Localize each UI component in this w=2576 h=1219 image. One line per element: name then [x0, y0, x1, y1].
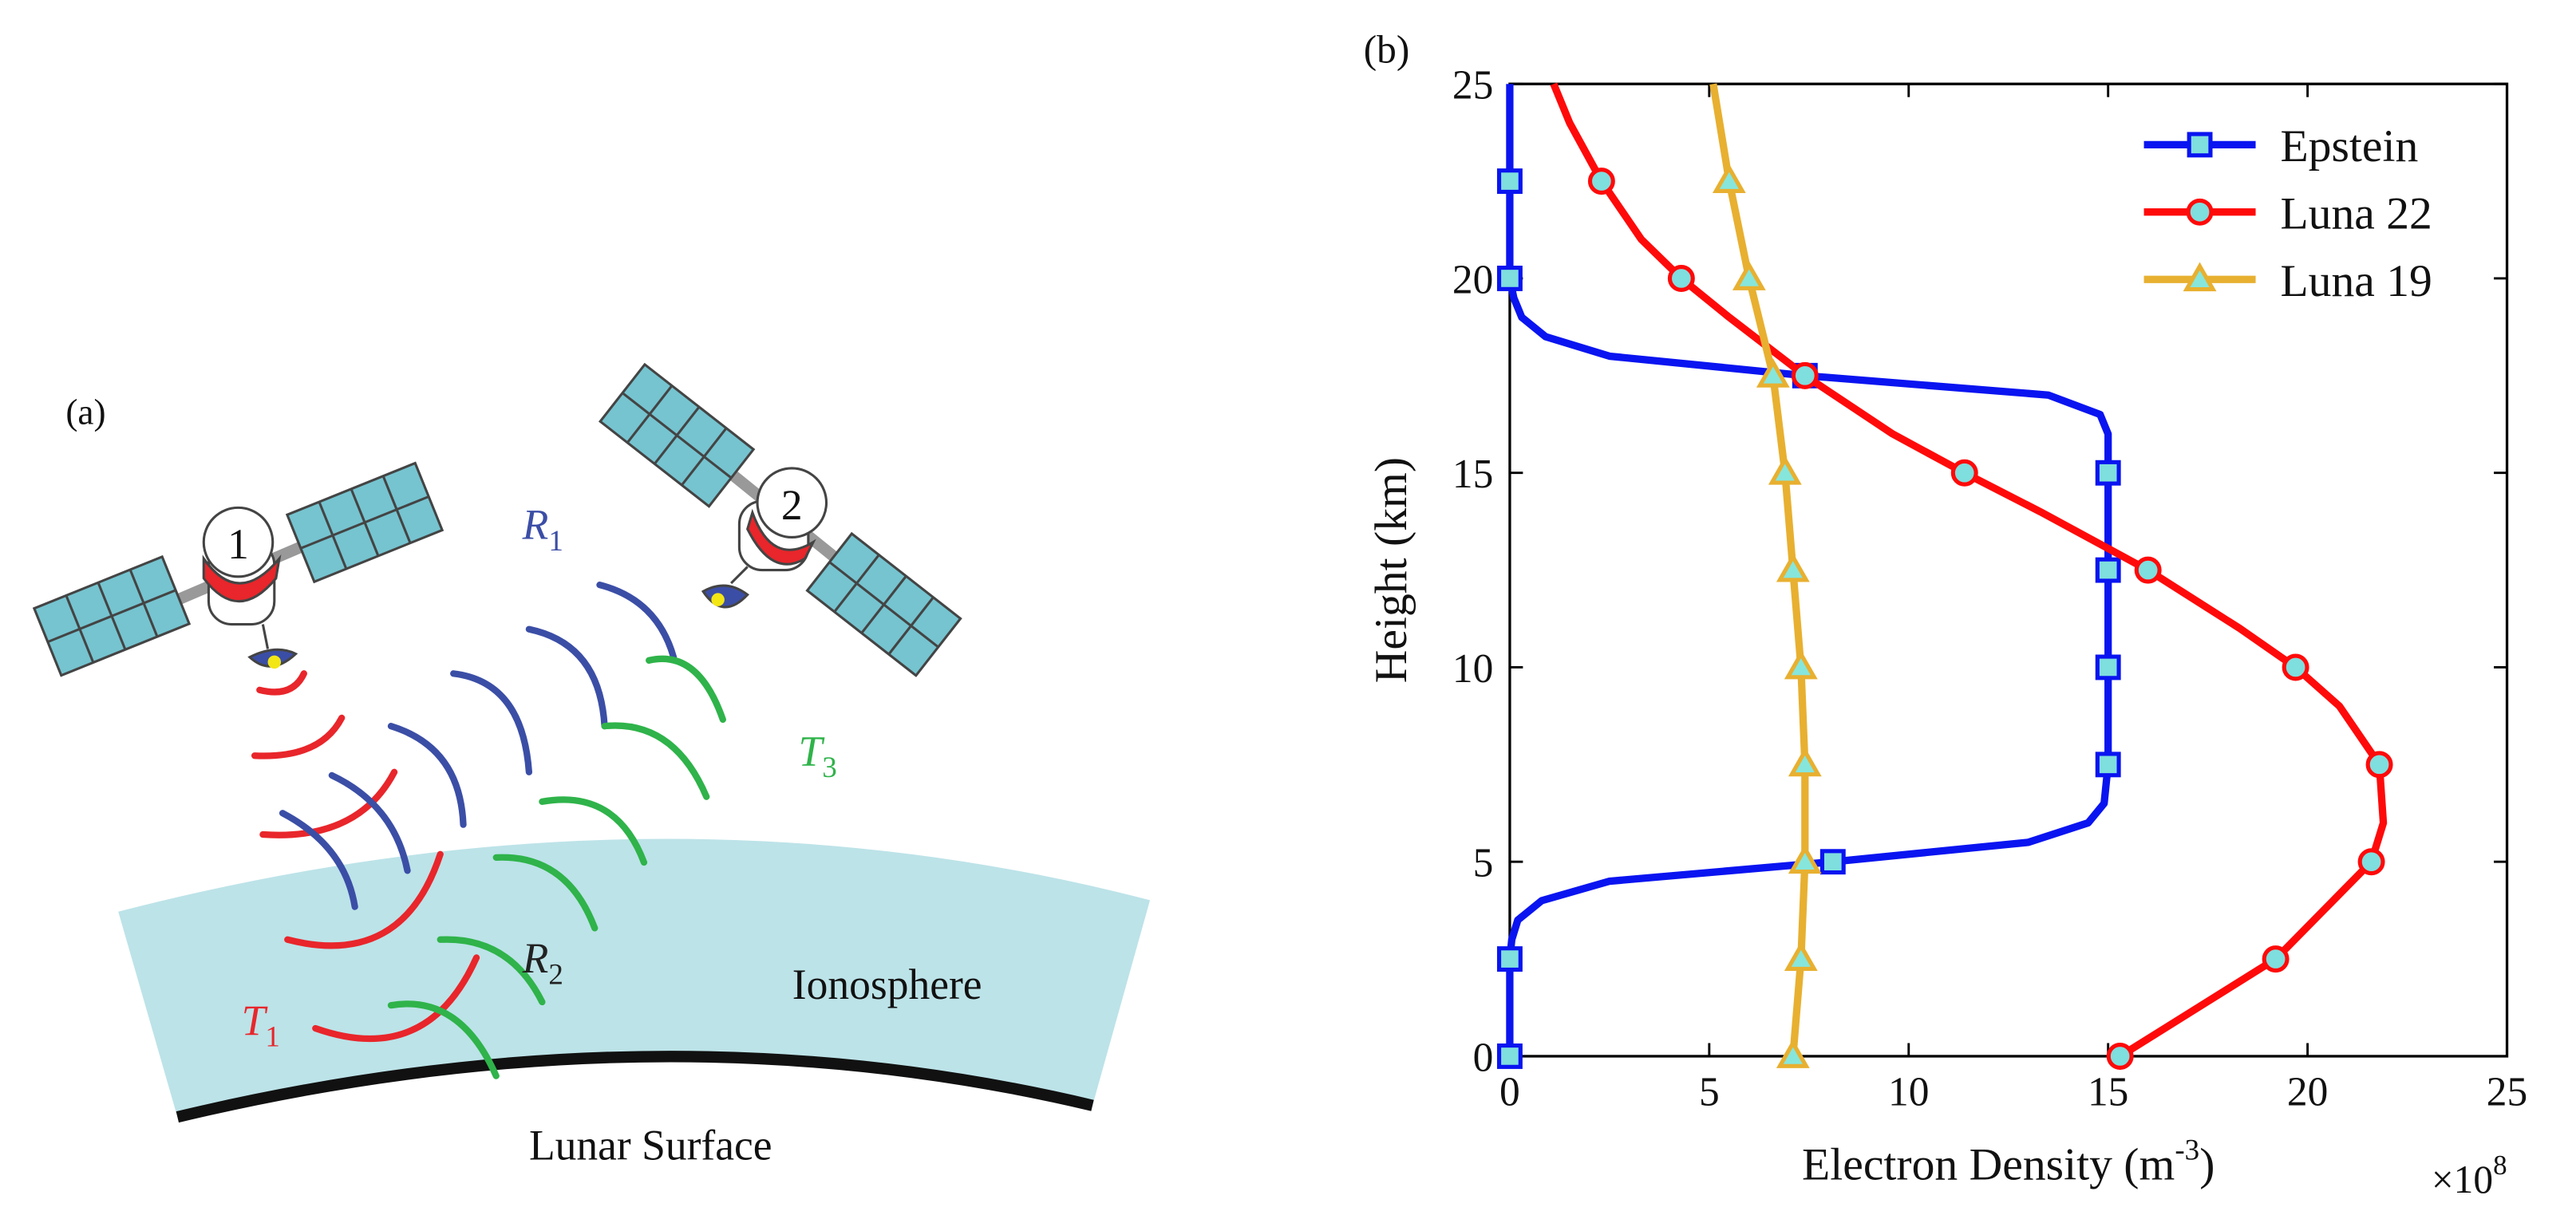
- x-multiplier: ×108: [2432, 1150, 2507, 1201]
- y-axis-label: Height (km): [1366, 457, 1416, 683]
- wave-subscript: 2: [548, 958, 563, 991]
- marker: [1776, 552, 1810, 582]
- y-tick-label: 15: [1452, 452, 1493, 497]
- marker: [1496, 1043, 1523, 1069]
- marker: [2095, 557, 2121, 583]
- diagram: (a) 1 2 Ionosphere Lunar Surface R1R2T1T…: [32, 362, 1151, 1170]
- wave-letter: R: [522, 934, 549, 982]
- x-axis-label: Electron Density (m-3): [1802, 1134, 2214, 1190]
- x-tick-label: 25: [2487, 1070, 2527, 1115]
- marker: [1732, 261, 1766, 290]
- wave-subscript: 1: [265, 1021, 280, 1054]
- legend-marker: [2186, 198, 2214, 226]
- x-tick-label: 0: [1499, 1070, 1520, 1115]
- series-line: [1506, 84, 2112, 1056]
- wave-label: T1: [242, 996, 280, 1053]
- x-tick-label: 5: [1699, 1070, 1720, 1115]
- marker: [1712, 164, 1746, 194]
- x-tick-label: 10: [1888, 1070, 1929, 1115]
- x-multiplier-text: ×10: [2432, 1158, 2493, 1201]
- ionosphere-region: [118, 838, 1151, 1118]
- y-tick-label: 0: [1473, 1035, 1494, 1080]
- marker: [1756, 358, 1790, 388]
- marker: [1819, 849, 1846, 875]
- marker: [2282, 653, 2309, 681]
- legend-label: Luna 19: [2280, 256, 2432, 306]
- marker: [1950, 459, 1978, 487]
- chart: 0 5 10 15 20 25 0 5 10 15 20 25 (b) Height (km) Electr…: [1364, 27, 2528, 1201]
- panel-label: (a): [65, 392, 105, 432]
- legend-marker: [2183, 262, 2217, 292]
- marker: [2262, 945, 2290, 973]
- x-tick-label: 20: [2287, 1070, 2328, 1115]
- region-label: Ionosphere: [792, 961, 982, 1008]
- marker: [1667, 264, 1695, 292]
- wave-letter: R: [522, 500, 549, 548]
- marker: [2357, 848, 2385, 876]
- marker: [2095, 752, 2121, 778]
- marker: [1784, 649, 1818, 680]
- x-tick-label: 15: [2088, 1070, 2128, 1115]
- legend-marker: [2187, 132, 2213, 158]
- marker: [1587, 168, 1615, 195]
- marker: [1784, 941, 1818, 972]
- x-label-suffix: ): [2199, 1139, 2214, 1189]
- marker: [2134, 556, 2162, 584]
- x-label-text: Electron Density (m: [1802, 1139, 2175, 1189]
- marker: [1776, 1039, 1810, 1068]
- wave-label: T3: [799, 728, 837, 784]
- marker: [1496, 168, 1523, 195]
- marker: [1791, 361, 1819, 389]
- wave-letter: T: [799, 728, 825, 775]
- marker: [1788, 844, 1822, 874]
- chart-title: (b): [1364, 27, 1410, 71]
- plot-frame: [1508, 82, 2509, 1058]
- marker: [1768, 456, 1802, 485]
- satellite-number: 1: [227, 520, 249, 568]
- marker: [1496, 266, 1523, 291]
- wave-label: R1: [522, 500, 563, 557]
- wave-letter: T: [242, 996, 268, 1044]
- satellite-number: 2: [781, 481, 803, 529]
- legend-label: Luna 22: [2280, 188, 2432, 239]
- lunar-surface: [176, 1051, 1094, 1123]
- legend-label: Epstein: [2280, 121, 2418, 172]
- wave-label: R2: [522, 934, 563, 991]
- marker: [1496, 946, 1523, 972]
- wave-subscript: 1: [548, 525, 563, 558]
- wave-subscript: 3: [822, 752, 837, 784]
- marker: [1788, 747, 1822, 777]
- y-tick-label: 20: [1452, 257, 1493, 302]
- region-label: Lunar Surface: [529, 1122, 772, 1170]
- waves: [251, 582, 726, 1079]
- satellite: [598, 362, 962, 677]
- satellite: [32, 461, 444, 677]
- x-multiplier-exp: 8: [2493, 1150, 2507, 1181]
- series-line: [1550, 82, 2388, 1059]
- marker: [2365, 751, 2393, 779]
- x-label-superscript: -3: [2175, 1134, 2199, 1167]
- y-tick-label: 5: [1473, 841, 1494, 886]
- marker: [2106, 1042, 2134, 1070]
- marker: [2095, 460, 2121, 486]
- marker: [2095, 654, 2121, 681]
- y-tick-label: 25: [1452, 63, 1493, 108]
- y-tick-label: 10: [1452, 646, 1493, 692]
